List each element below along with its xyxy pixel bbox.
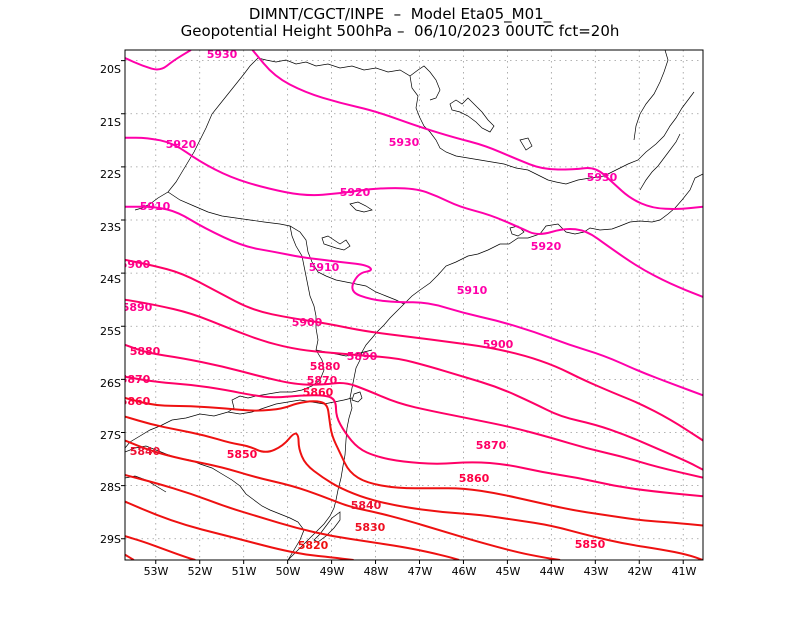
lon-label: 53W — [144, 565, 169, 578]
contour-5880 — [125, 343, 703, 479]
graticule-grid — [125, 50, 703, 560]
lon-label: 46W — [452, 565, 477, 578]
contour-label-5920-c: 5920 — [531, 240, 562, 253]
contour-5930 — [251, 50, 703, 210]
lon-label: 41W — [672, 565, 697, 578]
lat-label: 20S — [100, 63, 121, 76]
contour-5840 — [125, 439, 561, 560]
lat-label: 25S — [100, 325, 121, 338]
contour-5900 — [125, 258, 703, 442]
lat-label: 29S — [100, 533, 121, 546]
lat-label: 21S — [100, 116, 121, 129]
contour-5930 — [125, 50, 192, 71]
contour-label-5910-b: 5910 — [309, 261, 340, 274]
contour-label-5860-a: 5860 — [120, 395, 151, 408]
state-border-mg-sp — [257, 57, 557, 183]
contour-label-5830: 5830 — [355, 521, 386, 534]
contour-label-5860-c: 5860 — [459, 472, 490, 485]
reservoir-central — [321, 235, 351, 251]
contour-5820 — [125, 500, 354, 560]
contour-label-5900-c: 5900 — [483, 338, 514, 351]
lon-label: 50W — [276, 565, 301, 578]
lon-label: 52W — [188, 565, 213, 578]
contour-5810 — [125, 535, 196, 560]
state-border-ms-sp — [134, 57, 259, 211]
contour-label-5870-a: 5870 — [120, 373, 151, 386]
contour-5890 — [125, 298, 703, 471]
contour-5830 — [125, 474, 460, 560]
reservoir-north — [449, 97, 495, 133]
lon-label: 44W — [540, 565, 565, 578]
coastline — [287, 173, 703, 560]
contour-label-5860-b: 5860 — [303, 386, 334, 399]
border-paraguay-pr — [289, 225, 319, 351]
lagoa-dos-patos — [313, 511, 341, 543]
lat-label: 22S — [100, 168, 121, 181]
map-title: DIMNT/CGCT/INPE – Model Eta05_M01_ Geopo… — [0, 6, 800, 40]
border-argentina-sc — [227, 349, 325, 413]
reservoir-east — [519, 137, 533, 151]
latitude-axis-labels: 20S 21S 22S 23S 24S 25S 26S 27S 28S 29S — [100, 63, 121, 546]
contour-label-5840-a: 5840 — [130, 445, 161, 458]
contour-label-5870-b: 5870 — [307, 374, 338, 387]
lon-label: 51W — [232, 565, 257, 578]
contour-label-5930-c: 5930 — [587, 171, 618, 184]
axis-ticks — [121, 60, 684, 564]
contour-label-5850-a: 5850 — [227, 448, 258, 461]
lon-label: 47W — [408, 565, 433, 578]
contour-label-5890-b: 5890 — [347, 350, 378, 363]
contour-label-5870-c: 5870 — [476, 439, 507, 452]
lat-label: 26S — [100, 377, 121, 390]
contour-label-5900-a: 5900 — [120, 258, 151, 271]
title-line-2: Geopotential Height 500hPa – 06/10/2023 … — [180, 22, 620, 40]
contour-label-5880-b: 5880 — [310, 360, 341, 373]
contour-5870 — [125, 375, 703, 498]
contour-5910 — [125, 205, 703, 397]
contour-label-5900-b: 5900 — [292, 316, 323, 329]
longitude-axis-labels: 53W 52W 51W 50W 49W 48W 47W 46W 45W 44W … — [144, 565, 697, 578]
contour-label-5890-a: 5890 — [122, 301, 153, 314]
state-border-north — [409, 65, 441, 101]
reservoir-small — [349, 201, 373, 213]
contour-label-5920-b: 5920 — [340, 186, 371, 199]
contour-label-5880-a: 5880 — [130, 345, 161, 358]
contour-5800 — [125, 553, 135, 560]
contour-label-5910-c: 5910 — [457, 284, 488, 297]
lon-label: 45W — [496, 565, 521, 578]
border-argentina-rs — [125, 411, 229, 449]
contour-label-5820: 5820 — [298, 539, 329, 552]
contour-5920 — [125, 136, 703, 298]
contour-label-5920-a: 5920 — [166, 138, 197, 151]
state-border-sp-pr — [167, 191, 405, 305]
state-border-mg-es — [639, 133, 681, 191]
lat-label: 23S — [100, 221, 121, 234]
lon-label: 42W — [628, 565, 653, 578]
border-uruguay-rs — [125, 445, 305, 560]
lat-label: 27S — [100, 429, 121, 442]
lon-label: 43W — [584, 565, 609, 578]
lat-label: 24S — [100, 273, 121, 286]
lat-label: 28S — [100, 481, 121, 494]
contour-5850 — [125, 415, 703, 560]
contour-5860 — [125, 397, 703, 527]
title-line-1: DIMNT/CGCT/INPE – Model Eta05_M01_ — [248, 5, 552, 23]
contour-label-5930-b: 5930 — [389, 136, 420, 149]
state-border-es-ba — [633, 50, 669, 141]
contour-label-5930-a: 5930 — [207, 48, 238, 61]
plot-frame — [124, 49, 704, 561]
lon-label: 49W — [320, 565, 345, 578]
lon-label: 48W — [364, 565, 389, 578]
contour-label-5840-b: 5840 — [351, 499, 382, 512]
contour-labels: 5930 5930 5930 5920 5920 5920 5910 5910 … — [120, 48, 618, 552]
contour-label-5910-a: 5910 — [140, 200, 171, 213]
contour-label-5850-b: 5850 — [575, 538, 606, 551]
coastal-island — [351, 391, 363, 403]
state-border-mg-rj — [555, 91, 695, 185]
contour-lines — [125, 50, 703, 560]
political-boundaries — [125, 50, 703, 560]
